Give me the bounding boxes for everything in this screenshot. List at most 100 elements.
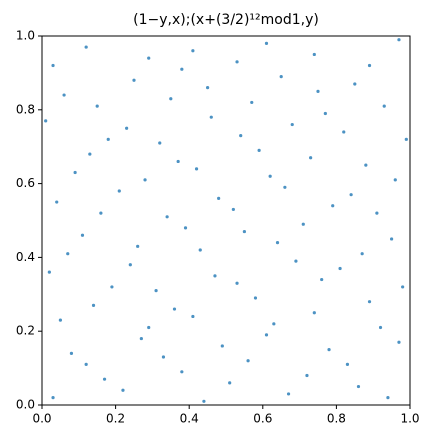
- scatter-point: [202, 399, 206, 403]
- scatter-point: [375, 211, 379, 215]
- scatter-point: [342, 130, 346, 134]
- scatter-point: [136, 244, 140, 248]
- scatter-point: [47, 270, 51, 274]
- scatter-point: [228, 381, 232, 385]
- y-tick-label: 0.8: [16, 102, 35, 116]
- scatter-point: [99, 211, 103, 215]
- scatter-point: [180, 67, 184, 71]
- scatter-point: [176, 159, 180, 164]
- scatter-point: [286, 392, 291, 396]
- scatter-point: [367, 63, 372, 68]
- scatter-point: [206, 86, 210, 90]
- scatter-point: [367, 300, 372, 304]
- scatter-point: [401, 285, 405, 289]
- scatter-point: [312, 52, 316, 57]
- scatter-point: [250, 100, 254, 105]
- scatter-point: [217, 196, 221, 200]
- scatter-point: [320, 277, 324, 282]
- scatter-point: [264, 333, 269, 337]
- scatter-point: [198, 248, 202, 252]
- y-tick-label: 0.0: [16, 398, 35, 412]
- scatter-point: [345, 362, 350, 367]
- scatter-point: [349, 193, 353, 197]
- scatter-point: [382, 104, 386, 108]
- scatter-point: [161, 355, 166, 359]
- scatter-point: [283, 185, 287, 189]
- scatter-point: [360, 252, 364, 256]
- scatter-point: [213, 274, 217, 278]
- scatter-point: [132, 78, 136, 82]
- scatter-point: [272, 322, 276, 326]
- scatter-point: [356, 384, 361, 389]
- scatter-point: [172, 307, 177, 311]
- scatter-point: [62, 93, 66, 97]
- scatter-point: [290, 122, 294, 127]
- scatter-point: [364, 163, 368, 167]
- scatter-point: [117, 189, 121, 193]
- scatter-point: [316, 89, 320, 93]
- scatter-point: [242, 229, 246, 234]
- scatter-point: [393, 178, 397, 182]
- x-tick-label: 0.4: [180, 412, 199, 426]
- scatter-point: [235, 281, 239, 285]
- scatter-point: [404, 137, 408, 141]
- y-tick-label: 0.4: [16, 250, 35, 264]
- scatter-point: [397, 38, 401, 42]
- scatter-point: [386, 396, 390, 400]
- scatter-point: [80, 233, 85, 237]
- scatter-point: [331, 204, 335, 208]
- scatter-point: [84, 45, 88, 49]
- scatter-point: [58, 318, 63, 322]
- scatter-point: [88, 152, 92, 156]
- scatter-point: [279, 74, 283, 79]
- y-tick-label: 0.6: [16, 176, 35, 190]
- scatter-point: [312, 311, 316, 315]
- scatter-point: [253, 296, 258, 300]
- scatter-point: [194, 167, 199, 171]
- scatter-point: [147, 325, 151, 330]
- scatter-point: [180, 370, 184, 374]
- scatter-point: [353, 82, 357, 86]
- scatter-point: [327, 348, 331, 352]
- scatter-point: [121, 388, 125, 392]
- scatter-point: [69, 351, 74, 355]
- x-tick-label: 0.0: [32, 412, 51, 426]
- scatter-point: [264, 41, 269, 45]
- scatter-point: [110, 285, 114, 289]
- y-tick-label: 1.0: [16, 29, 35, 43]
- scatter-point: [125, 126, 129, 130]
- scatter-point: [95, 104, 99, 108]
- x-tick-label: 0.8: [327, 412, 346, 426]
- scatter-point: [165, 215, 169, 219]
- scatter-point: [301, 222, 305, 226]
- scatter-point: [128, 263, 132, 267]
- scatter-point: [209, 115, 213, 119]
- scatter-point: [231, 207, 235, 212]
- scatter-point: [51, 63, 55, 68]
- scatter-point: [235, 60, 239, 64]
- scatter-point: [91, 303, 96, 307]
- scatter-point: [147, 56, 151, 60]
- scatter-point: [257, 148, 261, 152]
- scatter-point: [84, 362, 88, 367]
- x-tick-label: 0.2: [106, 412, 125, 426]
- scatter-point: [338, 266, 342, 271]
- scatter-point: [220, 344, 224, 348]
- scatter-point: [44, 119, 48, 123]
- scatter-point: [309, 156, 313, 160]
- scatter-point: [102, 377, 107, 381]
- chart-title: (1−y,x);(x+(3/2)¹²mod1,y): [133, 12, 319, 28]
- scatter-point: [239, 134, 243, 138]
- scatter-point: [51, 396, 55, 400]
- scatter-point: [390, 237, 394, 241]
- scatter-point: [158, 141, 162, 145]
- scatter-point: [139, 336, 143, 341]
- scatter-point: [305, 373, 309, 378]
- scatter-point: [66, 252, 70, 256]
- scatter-point: [55, 200, 59, 204]
- scatter-point: [397, 340, 401, 344]
- scatter-point: [275, 241, 280, 245]
- scatter-point: [378, 325, 383, 330]
- scatter-point: [154, 289, 158, 293]
